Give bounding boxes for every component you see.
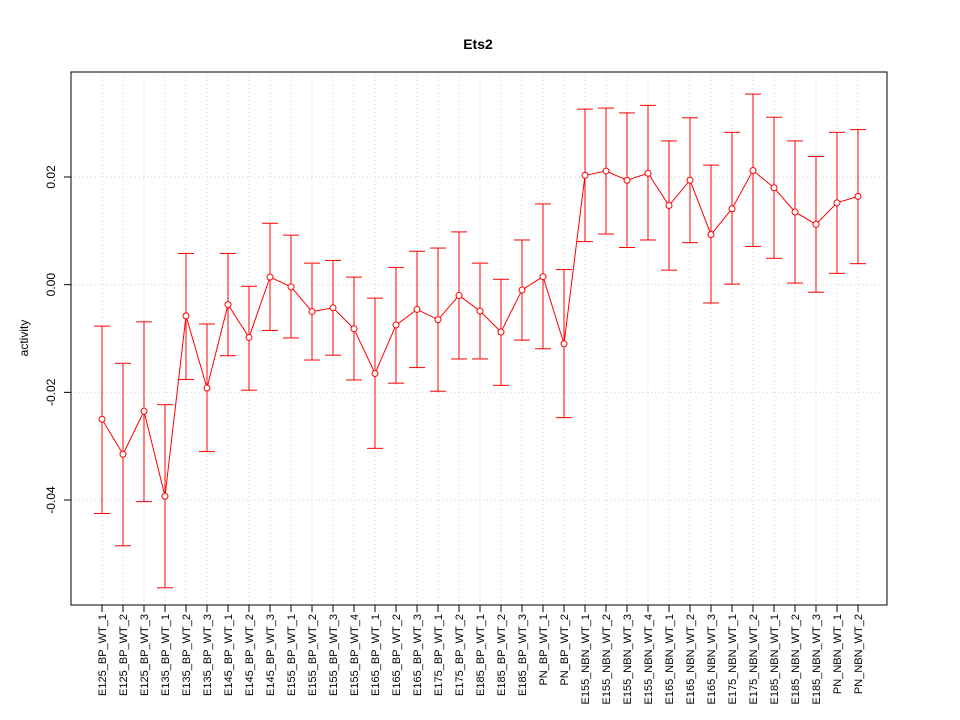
x-tick-label: E135_BP_WT_2 [181,614,193,696]
data-point [812,220,820,228]
x-tick-label: E155_NBN_WT_2 [601,614,613,705]
x-tick-label: E165_BP_WT_1 [370,614,382,696]
data-point [203,384,211,392]
data-point [119,450,127,458]
data-point [434,316,442,324]
x-tick-label: PN_NBN_WT_1 [832,614,844,694]
x-tick-label: E145_BP_WT_3 [265,614,277,696]
data-point [161,492,169,500]
data-point [518,286,526,294]
y-axis-label: activity [17,320,31,357]
data-point [728,205,736,213]
data-point [602,167,610,175]
plot-frame [70,71,888,606]
data-point [833,199,841,207]
x-tick-label: E125_BP_WT_2 [118,614,130,696]
x-tick-label: E185_BP_WT_3 [517,614,529,696]
data-point [308,308,316,316]
data-point [707,231,715,239]
data-point [791,208,799,216]
data-point [854,192,862,200]
y-axis: -0.04 -0.02 0.00 0.02 [44,165,72,514]
x-tick-label: E175_NBN_WT_2 [748,614,760,705]
data-point [665,202,673,210]
x-tick-label: PN_BP_WT_1 [538,614,550,686]
grid-lines [71,72,887,605]
data-point [497,328,505,336]
x-tick-label: PN_NBN_WT_2 [853,614,865,694]
x-tick-label: E185_BP_WT_2 [496,614,508,696]
chart-title: Ets2 [463,36,493,52]
data-point [644,169,652,177]
data-point [287,283,295,291]
x-tick-label: E175_BP_WT_2 [454,614,466,696]
x-tick-label: E155_BP_WT_1 [286,614,298,696]
data-point [560,340,568,348]
data-point [623,176,631,184]
x-tick-label: E155_BP_WT_3 [328,614,340,696]
data-point [224,301,232,309]
data-point [770,184,778,192]
x-tick-label: E155_NBN_WT_3 [622,614,634,705]
data-point [266,273,274,281]
x-tick-label: E125_BP_WT_3 [139,614,151,696]
data-point [182,312,190,320]
x-tick-label: E155_BP_WT_4 [349,614,361,696]
y-tick-label: -0.04 [44,486,58,514]
data-point [98,415,106,423]
data-point [392,321,400,329]
x-tick-label: E185_NBN_WT_1 [769,614,781,705]
x-tick-label: E185_NBN_WT_2 [790,614,802,705]
data-point [581,171,589,179]
x-tick-label: E165_BP_WT_3 [412,614,424,696]
x-tick-label: E155_BP_WT_2 [307,614,319,696]
x-tick-label: E165_BP_WT_2 [391,614,403,696]
x-tick-label: E155_NBN_WT_4 [643,614,655,705]
y-tick-label: 0.02 [44,165,58,189]
x-tick-label: E165_NBN_WT_1 [664,614,676,705]
y-tick-label: -0.02 [44,378,58,406]
x-tick-label: E145_BP_WT_2 [244,614,256,696]
data-point [455,291,463,299]
data-point [413,305,421,313]
x-tick-label: E135_BP_WT_1 [160,614,172,696]
x-tick-label: E135_BP_WT_3 [202,614,214,696]
data-point [539,273,547,281]
x-tick-label: E125_BP_WT_1 [97,614,109,696]
data-points [98,167,862,500]
x-tick-label: E185_BP_WT_1 [475,614,487,696]
data-point [476,307,484,315]
x-tick-label: E185_NBN_WT_3 [811,614,823,705]
x-tick-label: E145_BP_WT_1 [223,614,235,696]
x-tick-label: E175_BP_WT_1 [433,614,445,696]
data-point [749,167,757,175]
x-tick-label: E165_NBN_WT_3 [706,614,718,705]
x-axis: E125_BP_WT_1 E125_BP_WT_2 E125_BP_WT_3 E135… [97,604,865,705]
x-tick-label: E175_NBN_WT_1 [727,614,739,705]
data-point [140,407,148,415]
data-point [245,333,253,341]
data-point [329,304,337,312]
data-point [350,325,358,333]
x-tick-label: E155_NBN_WT_1 [580,614,592,705]
x-tick-label: PN_BP_WT_2 [559,614,571,686]
data-point [371,369,379,377]
y-tick-label: 0.00 [44,273,58,297]
x-tick-label: E165_NBN_WT_2 [685,614,697,705]
data-point [686,176,694,184]
